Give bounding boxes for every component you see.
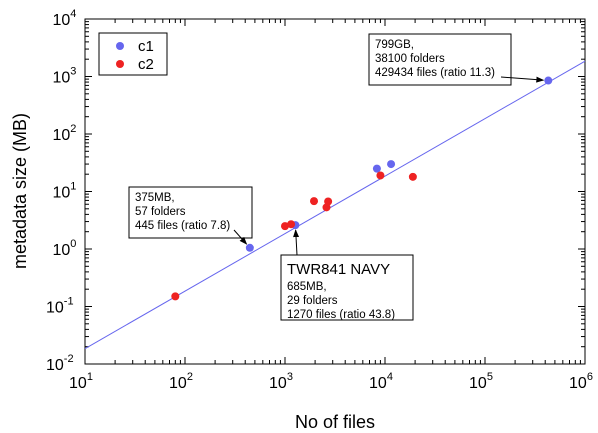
annotation-line: 1270 files (ratio 43.8) xyxy=(287,309,395,321)
annotation-line: 29 folders xyxy=(287,295,338,307)
annotations: 799GB, 38100 folders 429434 files (ratio 1… xyxy=(128,33,545,321)
annotation-arrow xyxy=(293,229,300,256)
x-tick-label: 103 xyxy=(269,371,293,392)
y-tick-label: 104 xyxy=(53,8,77,29)
data-point-c2 xyxy=(376,171,385,180)
annotation-arrow xyxy=(500,76,545,83)
data-point-c2 xyxy=(408,172,417,181)
legend-box xyxy=(98,32,168,76)
y-tick-label: 100 xyxy=(53,238,77,259)
legend-label: c2 xyxy=(138,56,154,73)
annotation-line: 38100 folders xyxy=(375,53,445,65)
fit-line-layer xyxy=(84,60,586,350)
data-point-c1 xyxy=(372,164,381,173)
data-point-c1 xyxy=(387,160,396,169)
data-point-c2 xyxy=(324,197,333,206)
data-point-c2 xyxy=(310,197,319,206)
annotation-frame xyxy=(280,254,414,321)
annotation-frame xyxy=(128,186,253,239)
legend-label: c1 xyxy=(138,38,154,55)
y-tick-label: 10-2 xyxy=(46,353,74,374)
data-point-c1 xyxy=(544,76,553,85)
legend-marker xyxy=(116,42,124,50)
x-tick-label: 104 xyxy=(369,371,393,392)
y-tick-label: 102 xyxy=(53,123,77,144)
data-point-c2 xyxy=(287,220,296,229)
axis-ticks xyxy=(84,18,586,365)
annotation-line: 57 folders xyxy=(135,206,186,218)
fit-line xyxy=(84,60,586,350)
annotation-title: TWR841 NAVY xyxy=(287,261,390,278)
x-tick-label: 102 xyxy=(169,371,193,392)
y-tick-label: 101 xyxy=(53,181,77,202)
data-points xyxy=(171,76,553,301)
annotation-line: 445 files (ratio 7.8) xyxy=(135,220,230,232)
annotation-box: 799GB, 38100 folders 429434 files (ratio 1… xyxy=(368,33,545,86)
data-point-c2 xyxy=(171,292,180,301)
data-point-c2 xyxy=(281,222,289,231)
annotation-line: 685MB, xyxy=(287,281,327,293)
x-axis-title: No of files xyxy=(295,412,375,432)
x-tick-label: 106 xyxy=(569,371,593,392)
annotation-arrow xyxy=(233,229,248,245)
legend-marker xyxy=(116,60,124,68)
data-point-c1 xyxy=(245,243,254,252)
x-tick-label: 105 xyxy=(469,371,493,392)
axis-tick-labels: 101 102 103 104 105 106 10-2 10-1 100 101 102 103 10… xyxy=(46,8,593,392)
y-tick-label: 103 xyxy=(53,66,77,87)
annotation-box: TWR841 NAVY 685MB, 29 folders 1270 files (r… xyxy=(280,229,414,321)
y-tick-label: 10-1 xyxy=(46,296,74,317)
annotation-box: 375MB, 57 folders 445 files (ratio 7.8) xyxy=(128,186,253,245)
annotation-frame xyxy=(368,33,512,86)
annotation-line: 799GB, xyxy=(375,39,414,51)
annotation-line: 375MB, xyxy=(135,192,175,204)
annotation-line: 429434 files (ratio 11.3) xyxy=(375,67,495,79)
x-tick-label: 101 xyxy=(69,371,93,392)
y-axis-title: metadata size (MB) xyxy=(10,113,30,269)
